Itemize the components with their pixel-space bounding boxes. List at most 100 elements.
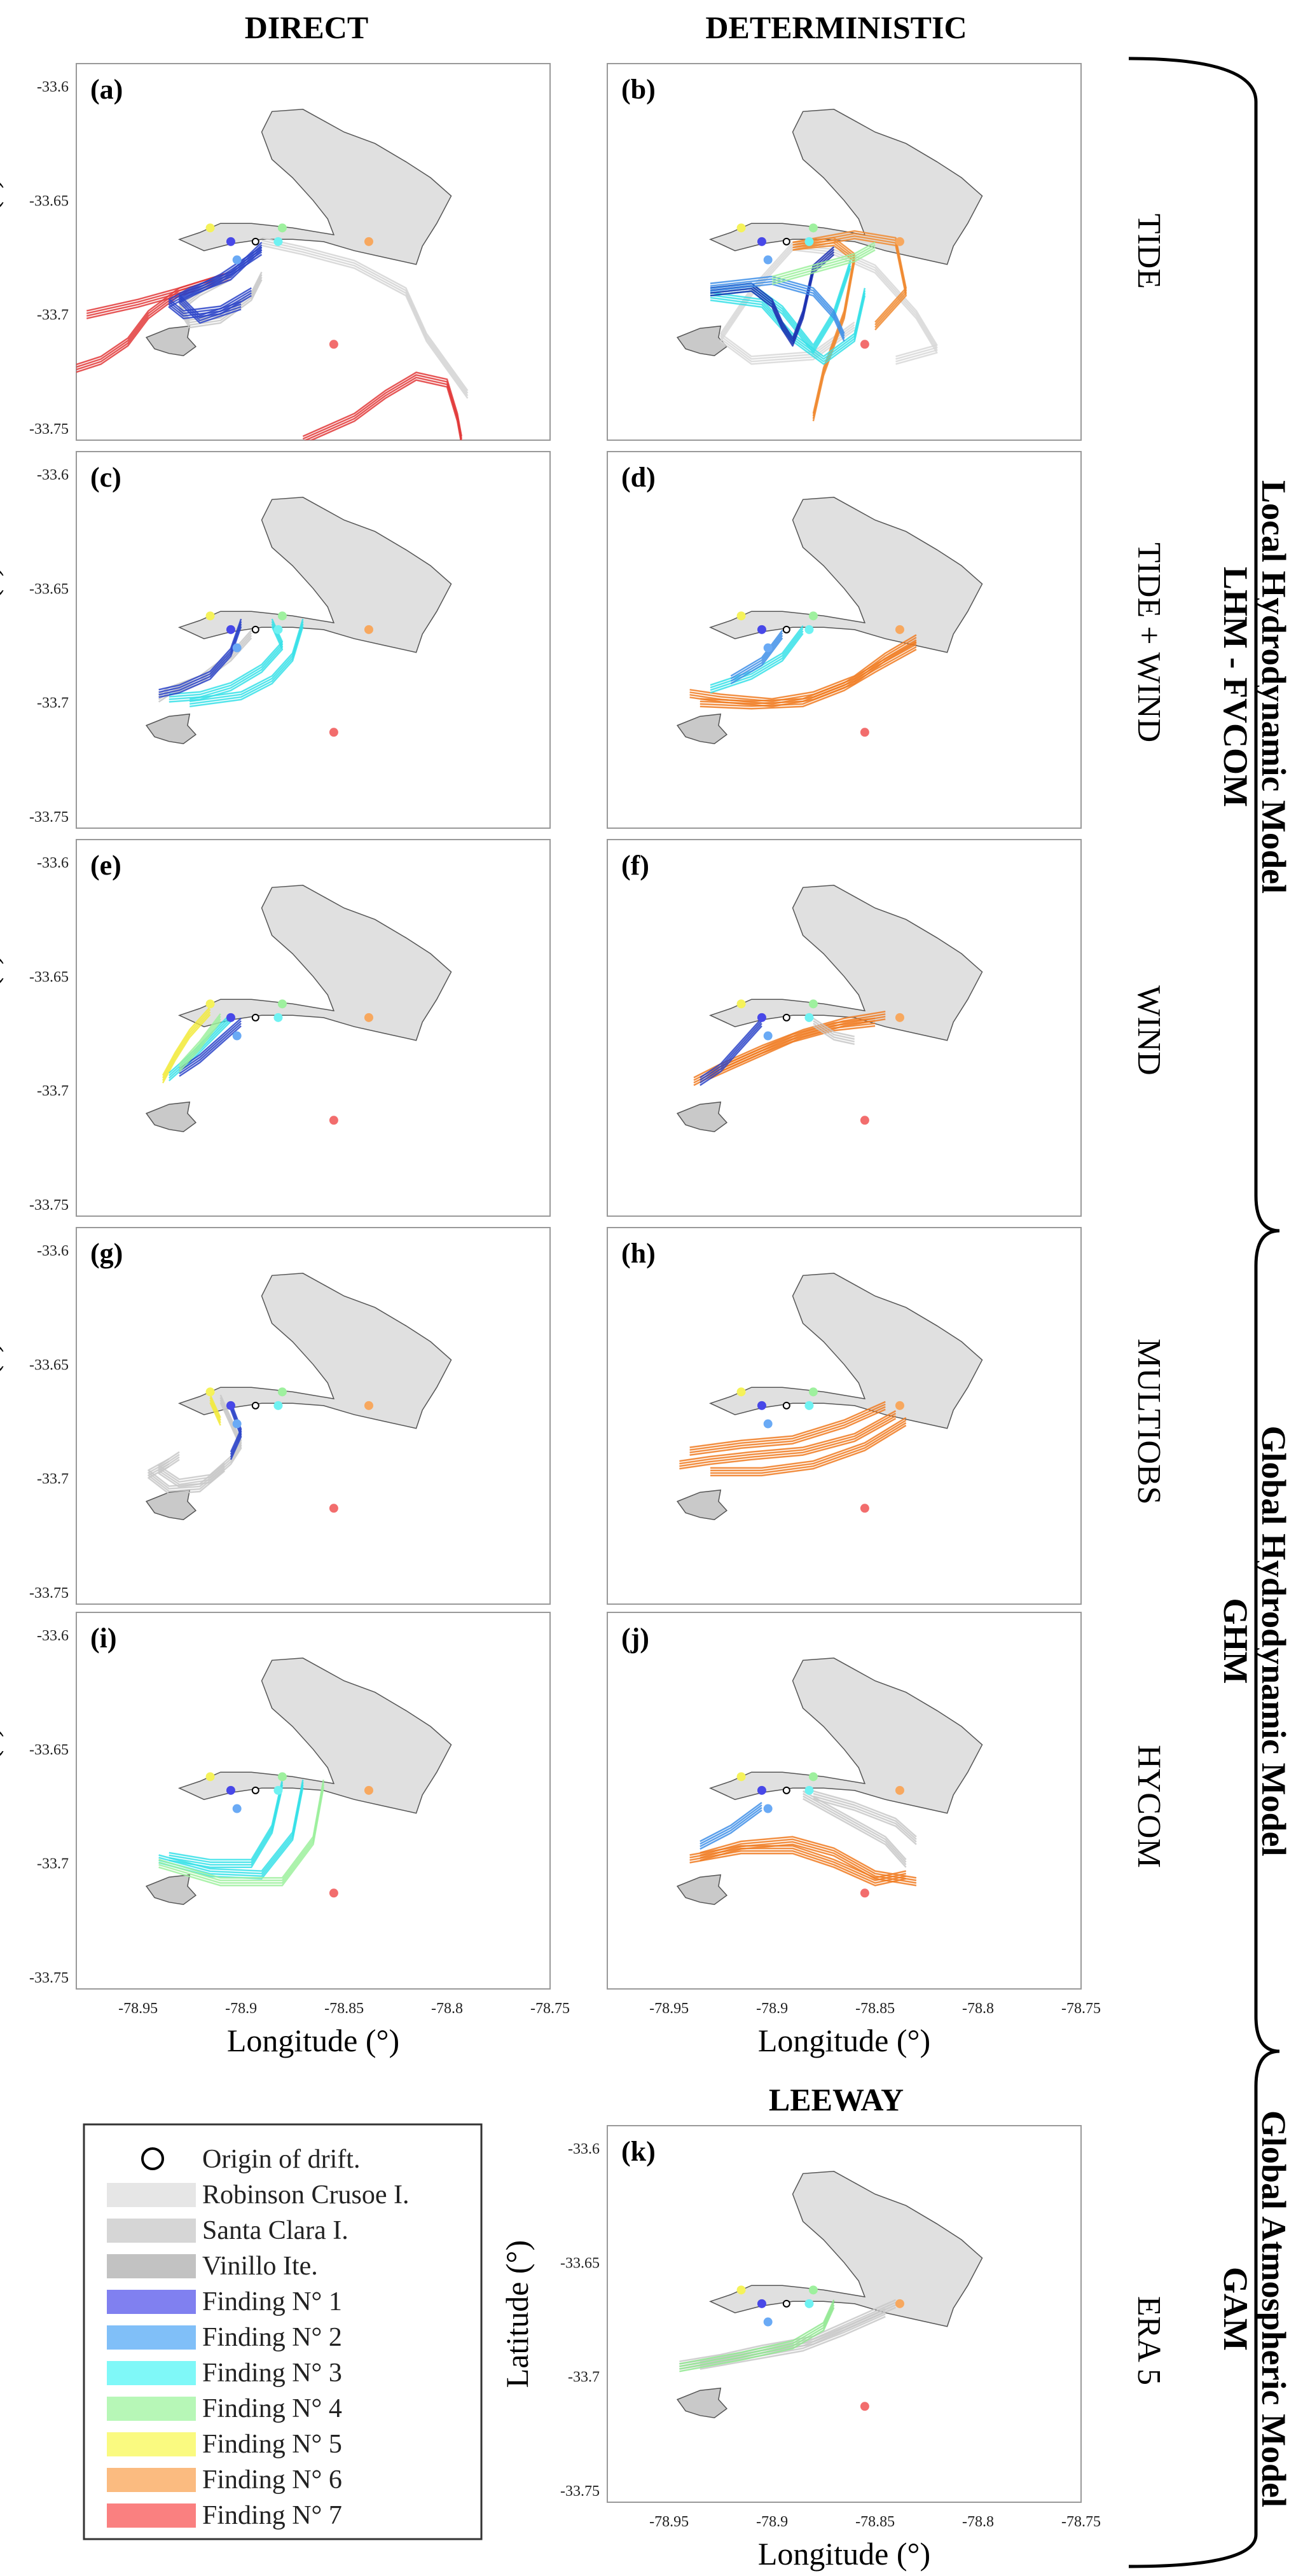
row-label-era5: ERA 5 bbox=[1131, 2296, 1167, 2385]
legend-label: Santa Clara I. bbox=[202, 2216, 348, 2245]
trajectory-line bbox=[209, 1399, 221, 1423]
panel-b: (b) bbox=[607, 63, 1082, 441]
finding-point bbox=[329, 1888, 338, 1898]
trajectory-line bbox=[679, 2307, 835, 2372]
trajectory-line bbox=[730, 635, 783, 682]
finding-point bbox=[329, 1504, 338, 1513]
x-tick-label: -78.9 bbox=[225, 2000, 257, 2017]
trajectory-line bbox=[76, 271, 231, 366]
trajectory-line bbox=[700, 646, 917, 707]
finding-point bbox=[763, 643, 773, 653]
finding-point bbox=[205, 1387, 215, 1397]
panels: (a) -33.6 -33.65 -33.7 -33.75 Latitude (°) (b)… bbox=[0, 63, 1101, 2572]
trajectory-line bbox=[178, 279, 263, 329]
finding-point bbox=[808, 611, 818, 621]
finding-point bbox=[273, 1013, 283, 1022]
finding-point bbox=[860, 1116, 869, 1125]
trajectory-line bbox=[679, 1413, 897, 1465]
panel-plot-area bbox=[676, 885, 983, 1132]
trajectory-line bbox=[710, 1419, 907, 1472]
x-tick-label: -78.95 bbox=[649, 2000, 689, 2017]
finding-point bbox=[895, 625, 904, 634]
panel-c: (c) -33.6 -33.65 -33.7 -33.75 Latitude (°) bbox=[0, 451, 551, 829]
finding-point bbox=[226, 237, 235, 246]
trajectory-line bbox=[178, 249, 263, 319]
trajectory-line bbox=[710, 278, 845, 337]
trajectory-line bbox=[813, 1017, 855, 1037]
trajectory-line bbox=[771, 249, 876, 286]
finding-point bbox=[232, 255, 242, 265]
trajectory-line bbox=[179, 1021, 221, 1072]
origin-point bbox=[251, 625, 259, 634]
island-robinson-crusoe-i- bbox=[177, 109, 452, 265]
island-santa-clara-i- bbox=[145, 325, 197, 356]
trajectory-line bbox=[209, 1394, 221, 1418]
legend-swatch bbox=[107, 2503, 196, 2528]
y-tick-label: -33.75 bbox=[29, 1197, 69, 1214]
trajectory-line bbox=[190, 626, 304, 707]
trajectory-line bbox=[700, 1836, 917, 1879]
x-tick-label: -78.95 bbox=[649, 2514, 689, 2530]
trajectory-line bbox=[813, 1795, 917, 1843]
trajectory-line bbox=[792, 244, 855, 422]
trajectory-line bbox=[700, 1804, 762, 1845]
island-robinson-crusoe-i- bbox=[177, 1658, 452, 1814]
panel-label: (a) bbox=[90, 74, 123, 105]
finding-point bbox=[808, 999, 818, 1009]
y-tick-label: -33.6 bbox=[37, 1628, 69, 1644]
row-label-wind: WIND bbox=[1131, 985, 1167, 1076]
trajectory-line bbox=[803, 1795, 907, 1866]
legend: Origin of drift. Robinson Crusoe I. Santa … bbox=[83, 2123, 483, 2540]
legend-swatch bbox=[107, 2432, 196, 2456]
trajectory-line bbox=[261, 237, 469, 391]
finding-point bbox=[205, 223, 215, 233]
finding-point bbox=[232, 1031, 242, 1041]
island-robinson-crusoe-i- bbox=[177, 885, 452, 1041]
finding-point bbox=[736, 1387, 746, 1397]
trajectory-line bbox=[710, 254, 835, 347]
trajectory-line bbox=[689, 1403, 886, 1451]
finding-point bbox=[364, 1401, 373, 1410]
y-tick-label: -33.6 bbox=[37, 467, 69, 483]
trajectory-line bbox=[771, 241, 876, 278]
x-tick-label: -78.85 bbox=[324, 2000, 364, 2017]
finding-point bbox=[757, 1013, 766, 1022]
origin-point bbox=[782, 625, 790, 634]
y-tick-label: -33.6 bbox=[37, 855, 69, 871]
legend-label: Finding N° 3 bbox=[202, 2358, 342, 2388]
finding-point bbox=[277, 611, 287, 621]
y-tick-label: -33.7 bbox=[37, 1471, 69, 1488]
island-santa-clara-i- bbox=[676, 1874, 728, 1905]
legend-items: Origin of drift. Robinson Crusoe I. Santa … bbox=[107, 2145, 410, 2530]
y-tick-label: -33.6 bbox=[37, 79, 69, 95]
trajectory-line bbox=[710, 283, 845, 342]
trajectory-line bbox=[158, 623, 242, 696]
finding-point bbox=[232, 1419, 242, 1429]
trajectory-line bbox=[261, 239, 469, 394]
island-robinson-crusoe-i- bbox=[708, 109, 983, 265]
y-tick-label: -33.65 bbox=[29, 1357, 69, 1373]
trajectory-line bbox=[771, 246, 876, 283]
trajectory-line bbox=[179, 1020, 242, 1072]
island-robinson-crusoe-i- bbox=[177, 1273, 452, 1429]
panel-f: (f) bbox=[607, 839, 1082, 1217]
trajectory-line bbox=[700, 1806, 762, 1848]
trajectory-line bbox=[679, 1415, 897, 1467]
finding-point bbox=[804, 2299, 814, 2308]
finding-point bbox=[895, 237, 904, 246]
y-axis-label: Latitude (°) bbox=[0, 566, 4, 714]
finding-point bbox=[364, 1785, 373, 1795]
finding-point bbox=[763, 255, 773, 265]
trajectory-line bbox=[700, 641, 917, 702]
y-tick-label: -33.75 bbox=[29, 1970, 69, 1986]
finding-point bbox=[329, 340, 338, 349]
y-tick-label: -33.65 bbox=[29, 1742, 69, 1758]
panel-plot-area bbox=[145, 1273, 452, 1520]
trajectory-line bbox=[730, 630, 783, 677]
y-tick-label: -33.75 bbox=[29, 809, 69, 826]
legend-swatch bbox=[107, 2183, 196, 2207]
legend-swatch bbox=[107, 2361, 196, 2385]
trajectory-line bbox=[679, 1418, 897, 1470]
finding-point bbox=[273, 1785, 283, 1795]
trajectory-line bbox=[813, 1790, 917, 1838]
